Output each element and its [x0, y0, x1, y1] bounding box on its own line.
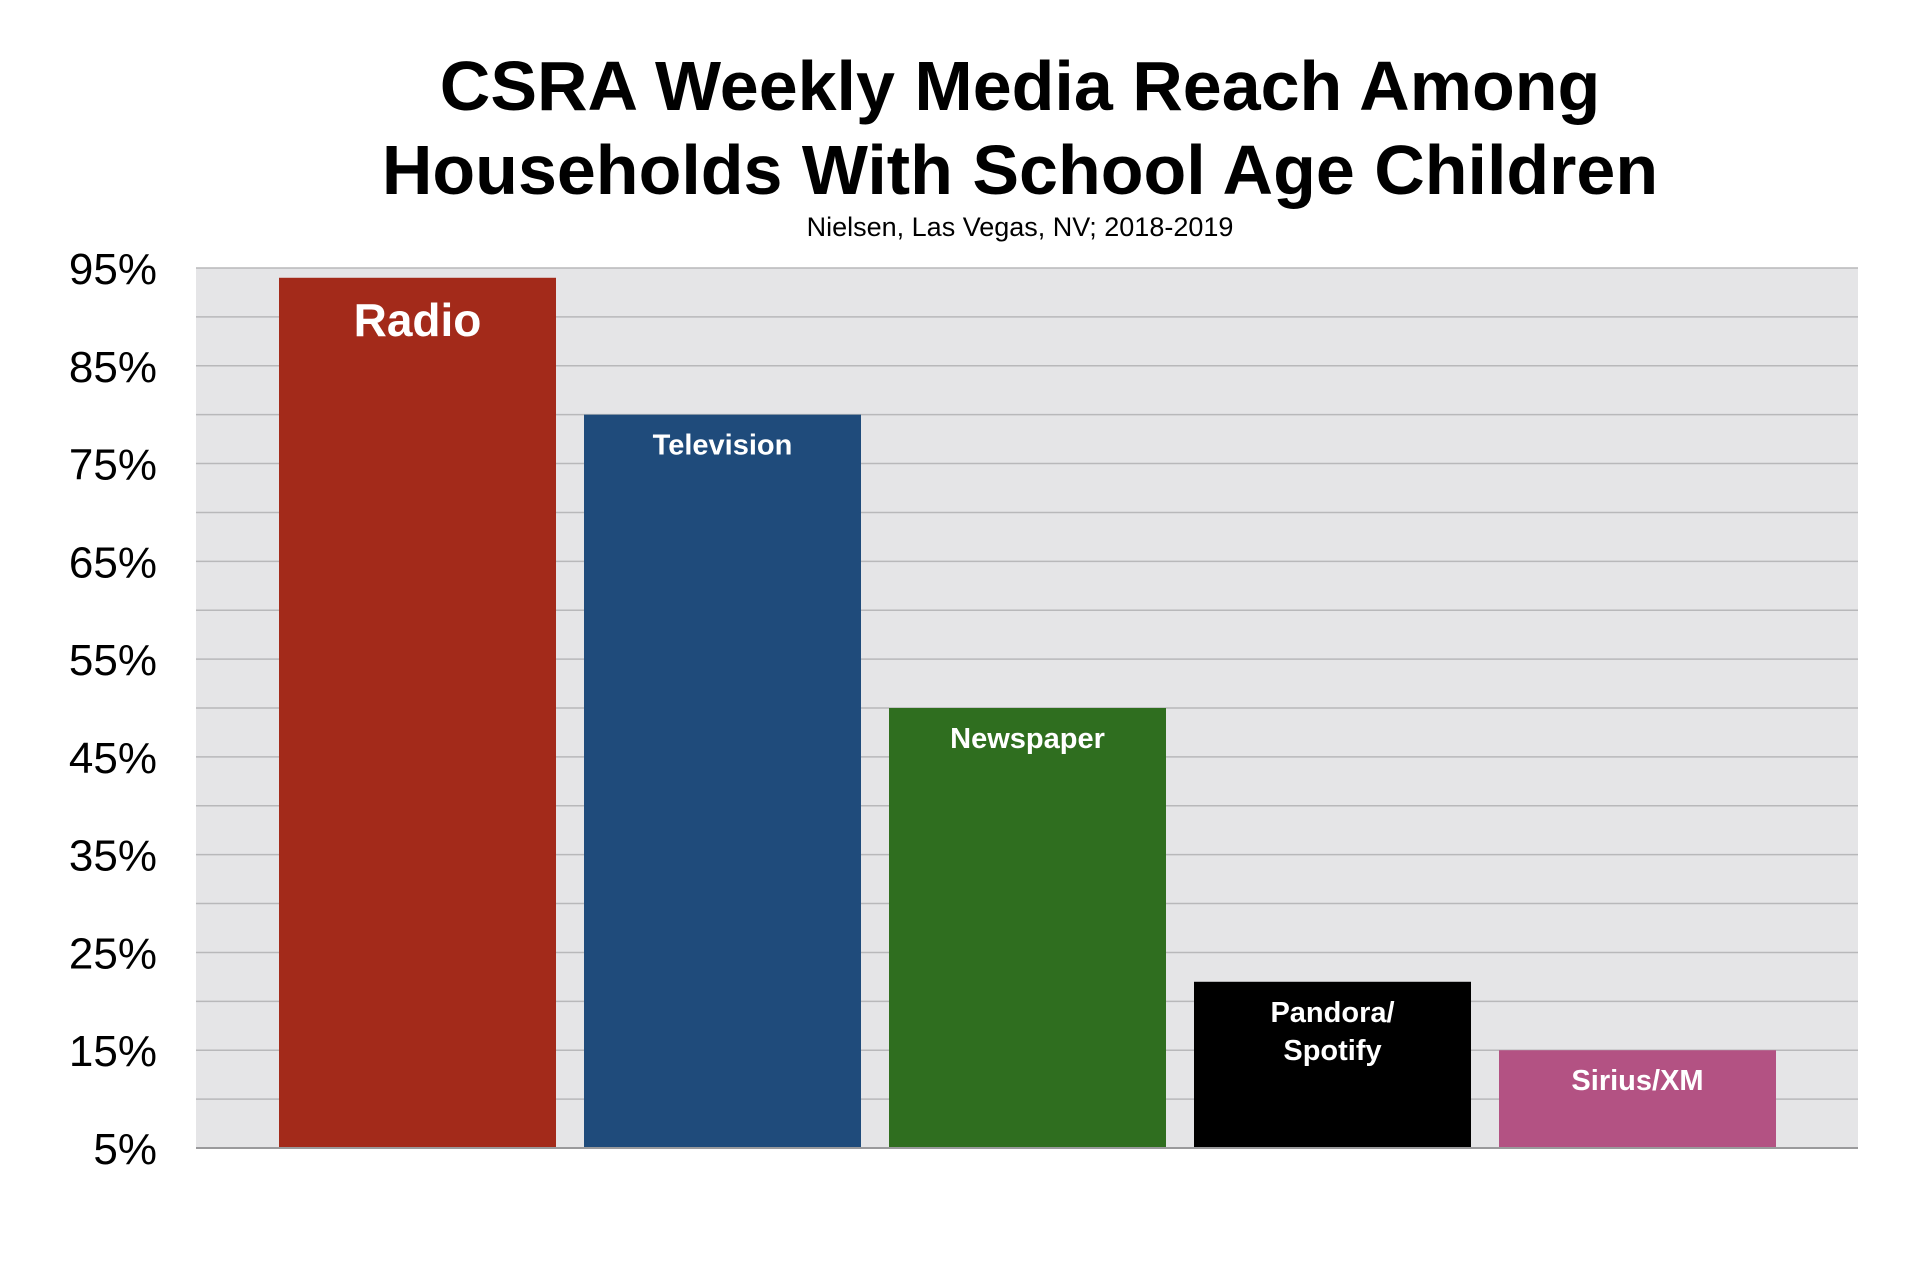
y-tick-label: 75%	[69, 441, 157, 490]
y-tick-label: 95%	[69, 245, 157, 294]
y-tick-label: 45%	[69, 734, 157, 783]
y-axis-tick-labels: 95% 85% 75% 65% 55% 45% 35% 25% 15% 5%	[69, 245, 157, 1174]
y-tick-label: 55%	[69, 636, 157, 685]
chart-title-line-1: CSRA Weekly Media Reach Among	[439, 47, 1601, 125]
bar-label: Spotify	[1283, 1035, 1381, 1067]
chart-subtitle: Nielsen, Las Vegas, NV; 2018-2019	[806, 212, 1234, 242]
bar-label: Newspaper	[950, 723, 1105, 755]
bars	[279, 277, 1776, 1149]
bar-newspaper	[889, 708, 1166, 1148]
y-tick-label: 65%	[69, 538, 157, 587]
bar-label: Radio	[354, 294, 482, 346]
bar-labels: Radio Television Newspaper Pandora/Spotify S…	[354, 294, 1704, 1097]
bar-sirius-xm	[1499, 1050, 1776, 1148]
chart-title-line-2: Households With School Age Children	[381, 131, 1659, 209]
y-tick-label: 25%	[69, 929, 157, 978]
y-tick-label: 15%	[69, 1027, 157, 1076]
bar-label: Sirius/XM	[1571, 1065, 1703, 1097]
bar-television	[584, 414, 861, 1149]
y-tick-label: 5%	[93, 1125, 157, 1174]
bar-label: Television	[653, 430, 793, 462]
y-tick-label: 85%	[69, 343, 157, 392]
bar-radio	[279, 277, 556, 1148]
bar-pandora-spotify	[1194, 981, 1471, 1148]
bar-label: Pandora/	[1270, 997, 1394, 1029]
y-tick-label: 35%	[69, 832, 157, 881]
